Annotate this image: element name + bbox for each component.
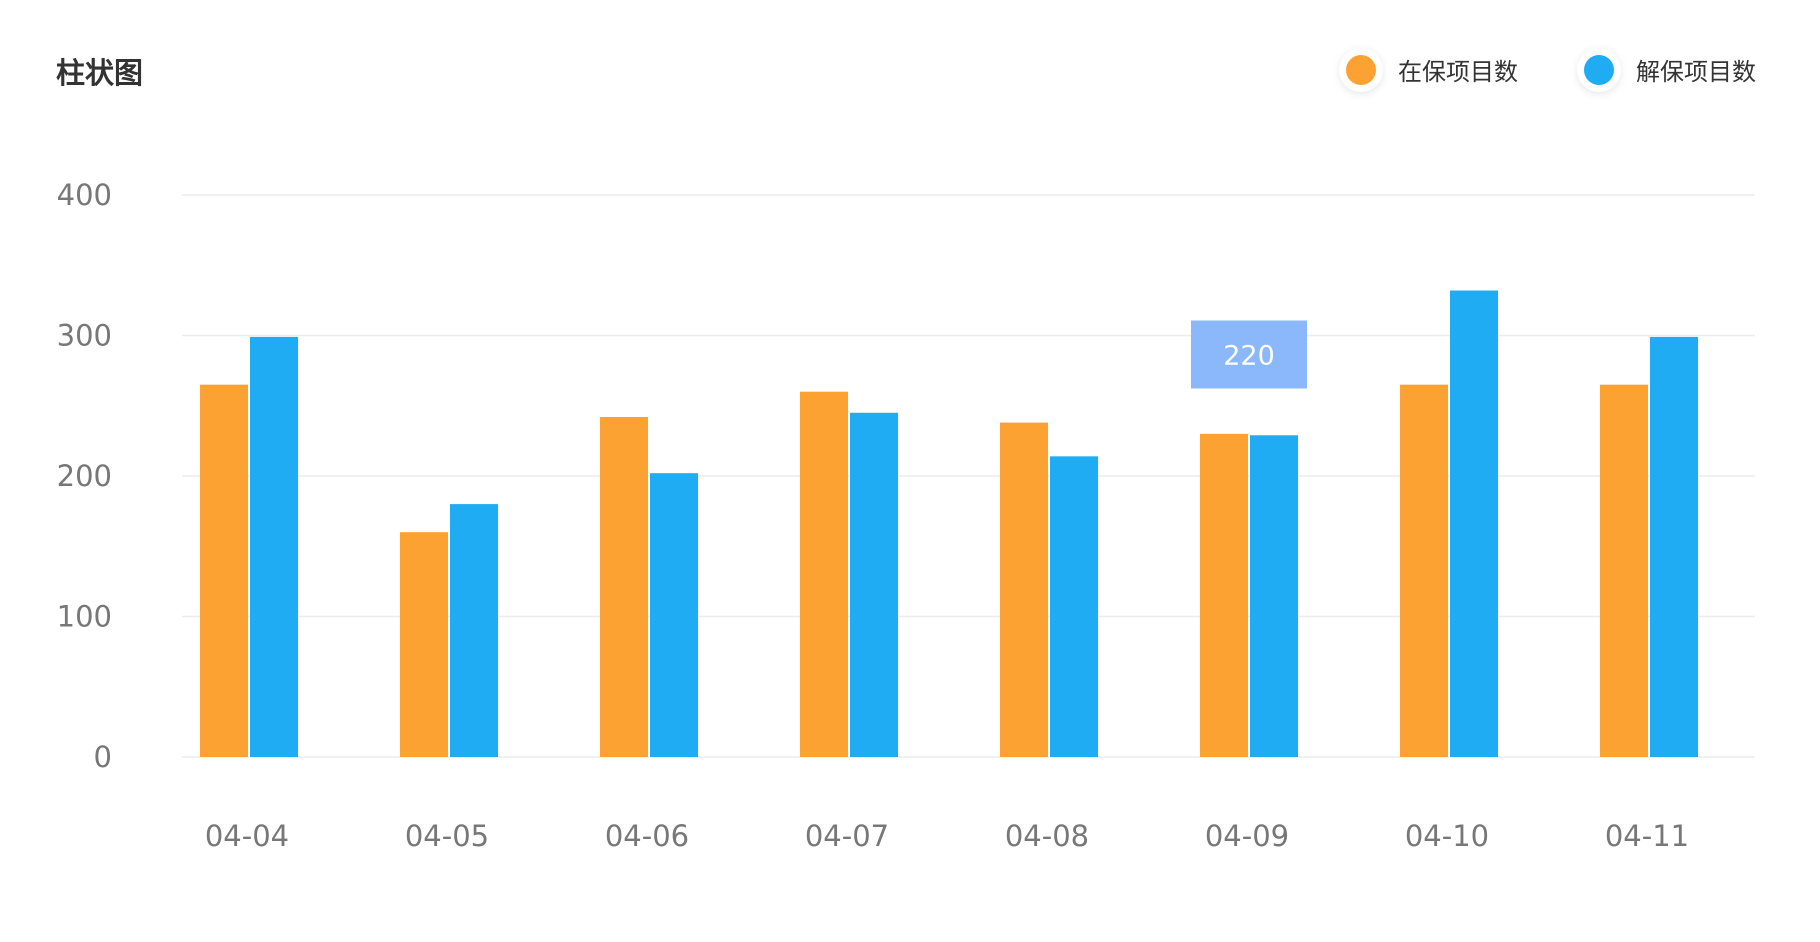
bar-series-2-04-07[interactable] <box>850 412 898 757</box>
legend-item-series-1[interactable]: 在保项目数 <box>1346 52 1518 87</box>
x-tick-label: 04-04 <box>205 819 289 853</box>
legend-item-series-2[interactable]: 解保项目数 <box>1584 52 1756 87</box>
bar-series-2-04-11[interactable] <box>1650 336 1698 757</box>
x-tick-label: 04-06 <box>605 819 689 853</box>
legend-marker-series-2 <box>1584 54 1614 85</box>
bar-series-1-04-08[interactable] <box>1000 422 1048 757</box>
chart-title: 柱状图 <box>56 56 144 90</box>
y-tick-label: 400 <box>57 178 112 212</box>
legend-marker-series-1 <box>1346 54 1376 85</box>
bar-series-2-04-06[interactable] <box>650 473 698 757</box>
bar-series-2-04-09[interactable] <box>1250 435 1298 757</box>
bar-series-1-04-04[interactable] <box>200 384 248 757</box>
x-tick-label: 04-09 <box>1205 819 1289 853</box>
legend-label-series-1: 在保项目数 <box>1398 58 1518 86</box>
legend-label-series-2: 解保项目数 <box>1636 58 1756 86</box>
y-tick-label: 300 <box>57 319 112 353</box>
tooltip: 220 <box>1191 320 1307 389</box>
y-tick-label: 100 <box>57 600 112 634</box>
legend: 在保项目数 解保项目数 <box>1346 52 1756 87</box>
bar-series-2-04-08[interactable] <box>1050 456 1098 757</box>
bar-series-2-04-05[interactable] <box>450 504 498 757</box>
x-tick-label: 04-11 <box>1605 819 1689 853</box>
bar-series-1-04-09[interactable] <box>1200 433 1248 757</box>
x-tick-label: 04-10 <box>1405 819 1489 853</box>
bar-series-2-04-04[interactable] <box>250 336 298 757</box>
bar-series-1-04-10[interactable] <box>1400 384 1448 757</box>
x-tick-label: 04-08 <box>1005 819 1089 853</box>
tooltip-value: 220 <box>1223 341 1275 372</box>
x-axis-ticks: 04-04 04-05 04-06 04-07 04-08 04-09 04-10 04-11 <box>205 819 1689 853</box>
bar-series-1-04-07[interactable] <box>800 391 848 757</box>
bar-series-1-04-06[interactable] <box>600 416 648 757</box>
y-tick-label: 200 <box>57 459 112 493</box>
x-tick-label: 04-05 <box>405 819 489 853</box>
bars <box>200 290 1698 757</box>
y-tick-label: 0 <box>94 740 112 774</box>
bar-series-1-04-05[interactable] <box>400 532 448 757</box>
y-axis-ticks: 0 100 200 300 400 <box>57 178 112 774</box>
x-tick-label: 04-07 <box>805 819 889 853</box>
tooltip-box <box>1191 320 1307 389</box>
bar-series-1-04-11[interactable] <box>1600 384 1648 757</box>
bar-series-2-04-10[interactable] <box>1450 290 1498 757</box>
